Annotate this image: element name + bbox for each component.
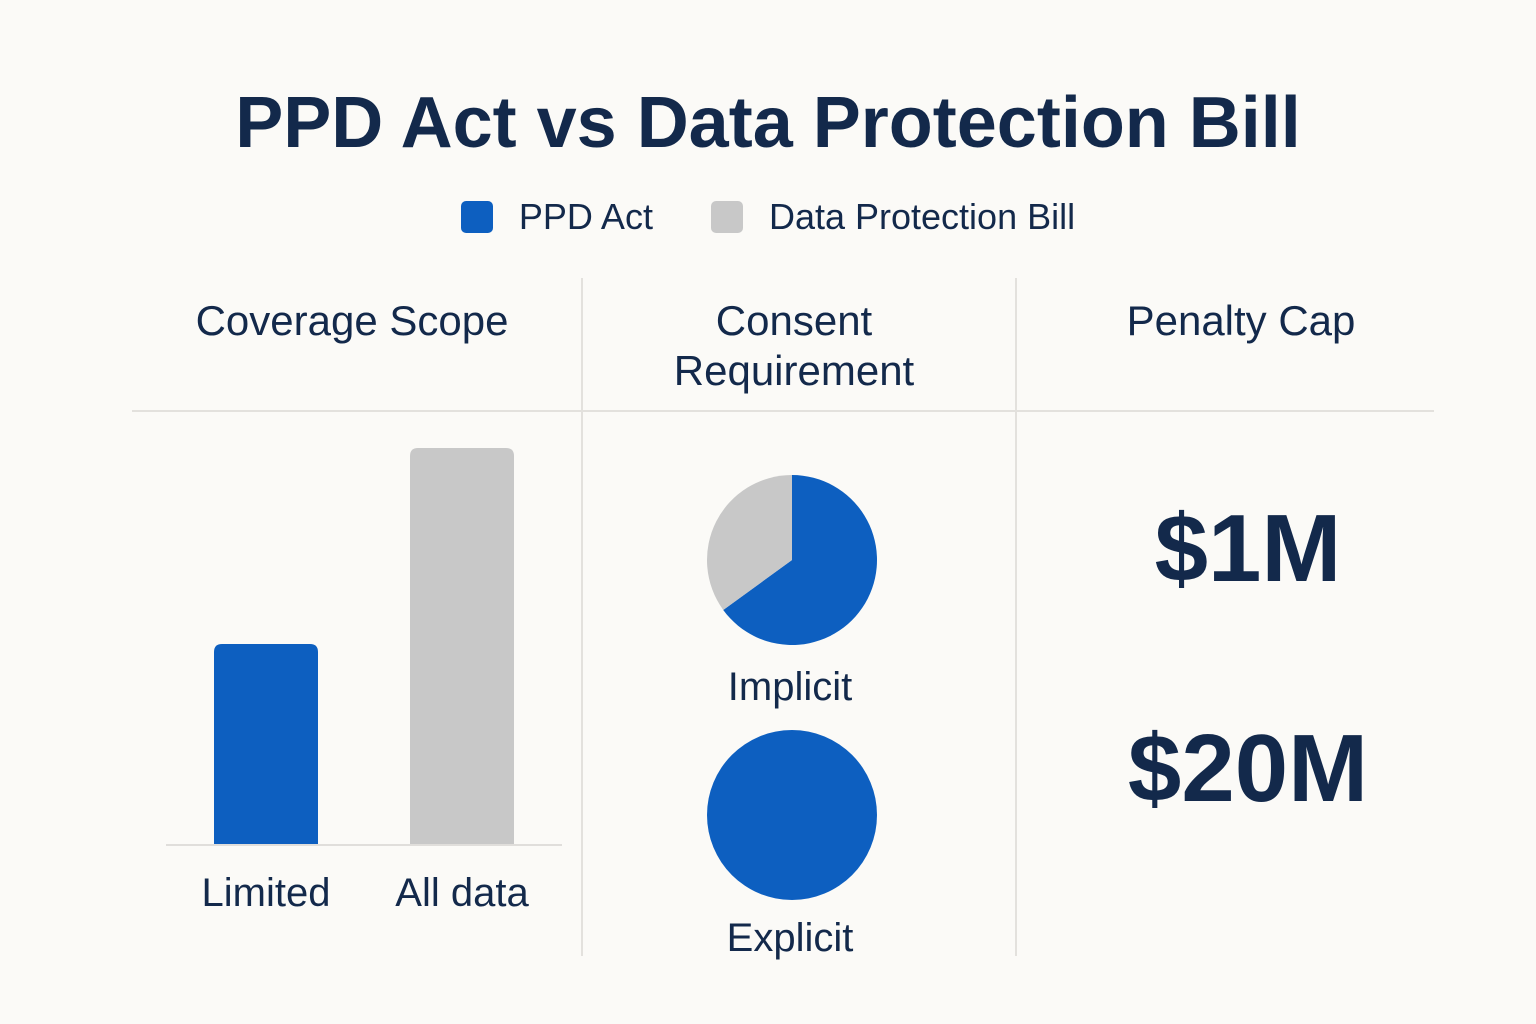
pie-label-explicit: Explicit (726, 916, 854, 960)
legend-label-ppd-act: PPD Act (518, 196, 653, 237)
column-header-consent-line2: Requirement (673, 347, 915, 394)
pie-label-implicit: Implicit (727, 665, 853, 709)
column-header-coverage: Coverage Scope (195, 297, 509, 344)
bar-all-data (410, 448, 514, 844)
legend-swatch-data-protection-bill (710, 201, 743, 233)
bar-category-label: Limited (202, 871, 331, 915)
column-header-penalty: Penalty Cap (1126, 297, 1356, 344)
legend-item-data-protection-bill: Data Protection Bill (710, 196, 1076, 238)
header-divider (132, 410, 1434, 412)
bar-limited (214, 644, 318, 844)
legend-item-ppd-act: PPD Act (460, 196, 653, 238)
column-divider-1 (581, 278, 583, 956)
column-header-consent: Consent Requirement (584, 296, 1004, 396)
legend: PPD Act Data Protection Bill (0, 192, 1536, 242)
chart-title: PPD Act vs Data Protection Bill (235, 83, 1301, 163)
legend-label-data-protection-bill: Data Protection Bill (768, 196, 1076, 237)
penalty-value-ppd-act: $1M (1154, 495, 1342, 602)
bar-category-label: All data (395, 871, 529, 915)
column-header-consent-line1: Consent (715, 297, 873, 344)
column-divider-2 (1015, 278, 1017, 956)
legend-swatch-ppd-act (460, 201, 493, 233)
penalty-value-data-protection-bill: $20M (1127, 715, 1369, 822)
